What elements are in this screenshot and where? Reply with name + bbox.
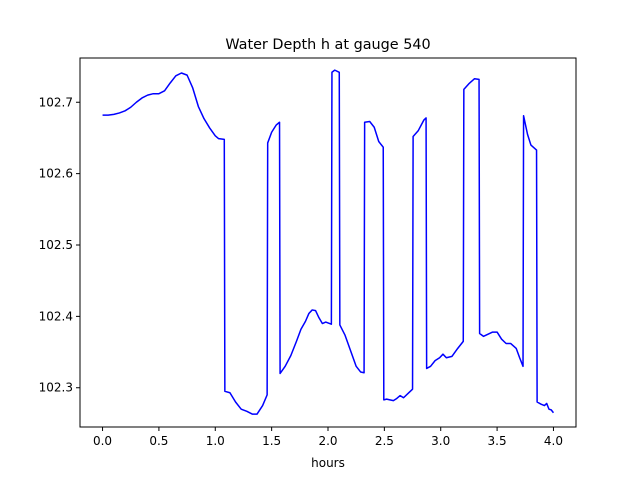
plot-frame (79, 57, 577, 428)
x-tick-label: 0.5 (149, 434, 168, 448)
x-tick-label: 0.0 (93, 434, 112, 448)
y-tick-label: 102.5 (39, 238, 73, 252)
y-tick-label: 102.7 (39, 95, 73, 109)
x-tick-label: 2.5 (375, 434, 394, 448)
y-tick-label: 102.6 (39, 167, 73, 181)
x-axis-label: hours (311, 456, 345, 470)
x-tick-label: 3.5 (488, 434, 507, 448)
chart-title: Water Depth h at gauge 540 (225, 37, 430, 53)
plot-area (102, 69, 555, 415)
series-line-0 (102, 69, 555, 415)
x-tick-label: 1.0 (206, 434, 225, 448)
x-tick-label: 1.5 (262, 434, 281, 448)
axis-ticks: 0.0 0.5 1.0 1.5 2.0 2.5 3.0 3.5 4.0 102.3 102.4 102… (39, 95, 563, 448)
x-tick-label: 3.0 (431, 434, 450, 448)
x-tick-label: 2.0 (318, 434, 337, 448)
y-tick-label: 102.4 (39, 309, 73, 323)
y-tick-label: 102.3 (39, 381, 73, 395)
x-tick-label: 4.0 (544, 434, 563, 448)
